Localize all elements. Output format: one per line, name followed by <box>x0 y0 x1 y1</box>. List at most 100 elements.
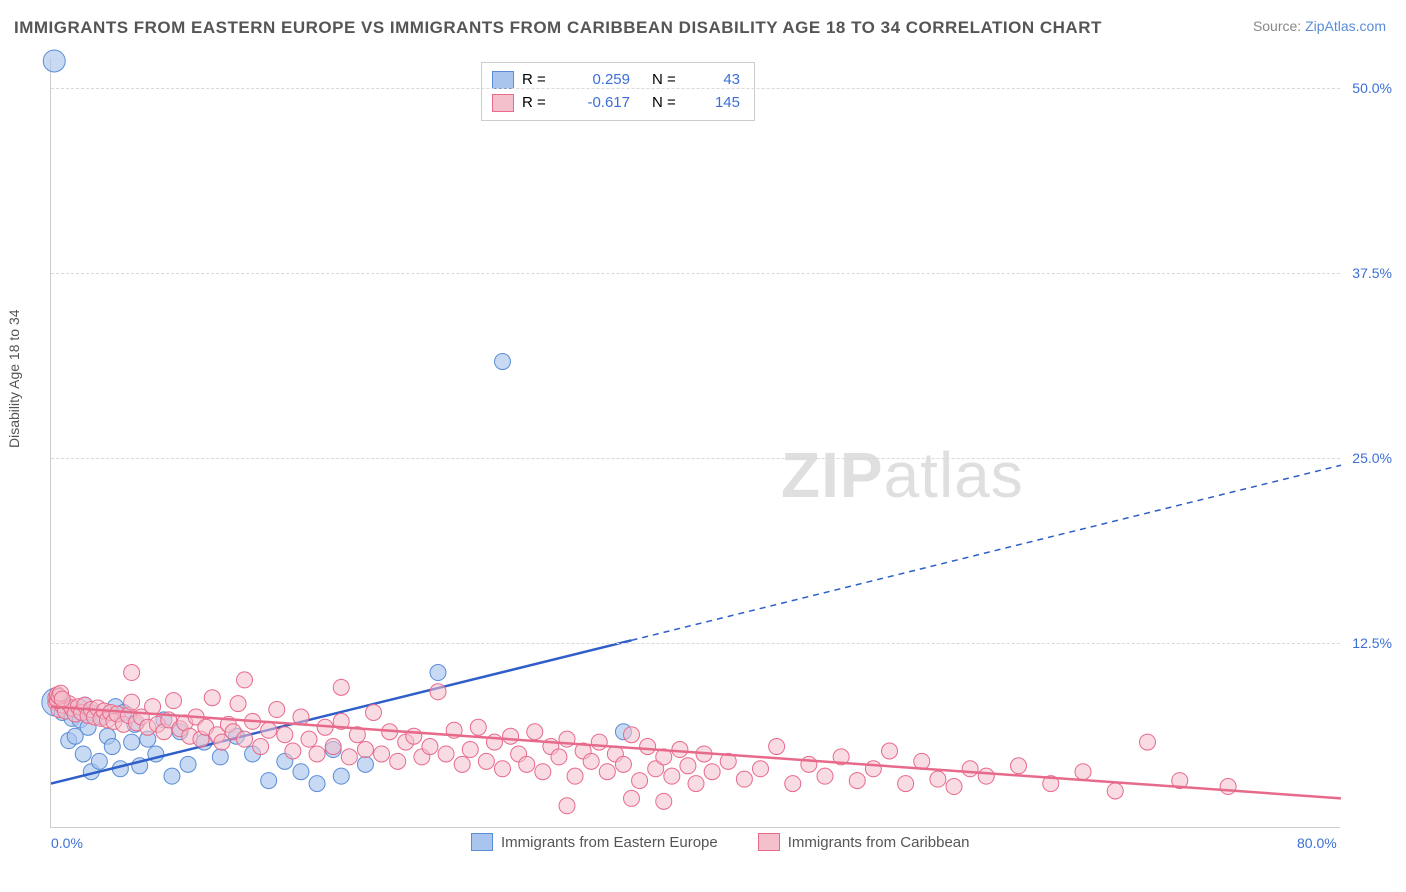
scatter-point <box>438 746 454 762</box>
y-tick-label: 50.0% <box>1352 80 1392 96</box>
series-legend-item: Immigrants from Caribbean <box>758 833 970 851</box>
scatter-point <box>374 746 390 762</box>
scatter-point <box>277 727 293 743</box>
trend-line-dashed <box>632 465 1342 640</box>
scatter-point <box>624 727 640 743</box>
y-tick-label: 25.0% <box>1352 450 1392 466</box>
scatter-point <box>817 768 833 784</box>
scatter-point <box>166 693 182 709</box>
scatter-point <box>849 773 865 789</box>
scatter-point <box>583 753 599 769</box>
scatter-point <box>237 672 253 688</box>
scatter-point <box>1220 779 1236 795</box>
scatter-point <box>285 743 301 759</box>
y-axis-label: Disability Age 18 to 34 <box>6 309 22 448</box>
legend-r-value: -0.617 <box>574 92 630 115</box>
scatter-point <box>656 793 672 809</box>
scatter-point <box>91 753 107 769</box>
scatter-point <box>1075 764 1091 780</box>
legend-swatch <box>471 833 493 851</box>
scatter-point <box>736 771 752 787</box>
scatter-point <box>478 753 494 769</box>
scatter-point <box>333 768 349 784</box>
scatter-point <box>898 776 914 792</box>
scatter-point <box>357 742 373 758</box>
series-legend-item: Immigrants from Eastern Europe <box>471 833 718 851</box>
scatter-point <box>357 756 373 772</box>
scatter-point <box>261 773 277 789</box>
scatter-point <box>753 761 769 777</box>
scatter-point <box>212 749 228 765</box>
scatter-point <box>688 776 704 792</box>
scatter-point <box>54 691 70 707</box>
scatter-point <box>124 694 140 710</box>
scatter-point <box>551 749 567 765</box>
source-prefix: Source: <box>1253 18 1305 34</box>
scatter-point <box>615 756 631 772</box>
scatter-point <box>470 719 486 735</box>
scatter-point <box>75 746 91 762</box>
scatter-point <box>946 779 962 795</box>
legend-swatch <box>492 94 514 112</box>
scatter-point <box>559 798 575 814</box>
scatter-point <box>309 776 325 792</box>
scatter-point <box>664 768 680 784</box>
scatter-point <box>704 764 720 780</box>
scatter-point <box>104 739 120 755</box>
scatter-point <box>672 742 688 758</box>
scatter-point <box>390 753 406 769</box>
scatter-point <box>535 764 551 780</box>
scatter-point <box>124 665 140 681</box>
scatter-point <box>495 761 511 777</box>
scatter-point <box>430 665 446 681</box>
source-link[interactable]: ZipAtlas.com <box>1305 18 1386 34</box>
scatter-point <box>406 728 422 744</box>
legend-r-label: R = <box>522 92 566 115</box>
scatter-point <box>680 758 696 774</box>
scatter-point <box>366 705 382 721</box>
y-tick-label: 37.5% <box>1352 265 1392 281</box>
scatter-point <box>341 749 357 765</box>
legend-row: R = -0.617 N = 145 <box>492 92 740 115</box>
gridline <box>51 88 1340 89</box>
scatter-point <box>237 731 253 747</box>
scatter-point <box>801 756 817 772</box>
y-tick-label: 12.5% <box>1352 635 1392 651</box>
scatter-point <box>1140 734 1156 750</box>
gridline <box>51 458 1340 459</box>
x-tick-label: 80.0% <box>1297 835 1337 851</box>
legend-n-value: 145 <box>704 92 740 115</box>
series-legend: Immigrants from Eastern Europe Immigrants… <box>471 833 969 851</box>
scatter-point <box>230 696 246 712</box>
legend-swatch <box>758 833 780 851</box>
scatter-point <box>454 756 470 772</box>
legend-n-label: N = <box>652 92 696 115</box>
series-legend-label: Immigrants from Caribbean <box>788 834 970 851</box>
scatter-point <box>430 684 446 700</box>
scatter-point <box>333 679 349 695</box>
scatter-point <box>865 761 881 777</box>
scatter-point <box>43 50 65 72</box>
scatter-point <box>293 764 309 780</box>
scatter-point <box>785 776 801 792</box>
scatter-point <box>261 722 277 738</box>
scatter-point <box>978 768 994 784</box>
scatter-point <box>567 768 583 784</box>
chart-title: IMMIGRANTS FROM EASTERN EUROPE VS IMMIGR… <box>14 18 1102 38</box>
scatter-point <box>164 768 180 784</box>
chart-svg <box>51 58 1340 827</box>
scatter-point <box>124 734 140 750</box>
scatter-point <box>527 724 543 740</box>
scatter-point <box>962 761 978 777</box>
scatter-point <box>503 728 519 744</box>
scatter-point <box>930 771 946 787</box>
scatter-point <box>599 764 615 780</box>
legend-swatch <box>492 71 514 89</box>
scatter-point <box>1107 783 1123 799</box>
scatter-point <box>769 739 785 755</box>
scatter-point <box>462 742 478 758</box>
plot-area: ZIPatlas R =0.259N =43R =-0.617N =145 Im… <box>50 58 1340 828</box>
source-attribution: Source: ZipAtlas.com <box>1253 18 1386 34</box>
scatter-point <box>495 354 511 370</box>
scatter-point <box>269 702 285 718</box>
